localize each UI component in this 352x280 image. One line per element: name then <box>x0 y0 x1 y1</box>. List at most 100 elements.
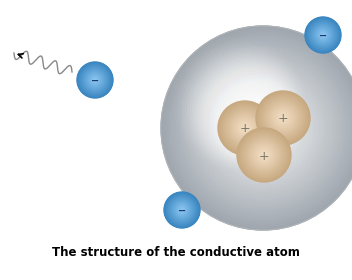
Circle shape <box>174 39 352 217</box>
Circle shape <box>279 115 287 121</box>
Circle shape <box>190 55 336 201</box>
Circle shape <box>227 110 263 146</box>
Circle shape <box>237 120 253 136</box>
Circle shape <box>321 33 325 37</box>
Circle shape <box>219 102 271 154</box>
Circle shape <box>277 112 289 124</box>
Circle shape <box>88 73 102 87</box>
Circle shape <box>312 24 334 46</box>
Circle shape <box>310 22 335 48</box>
Circle shape <box>195 60 331 195</box>
Circle shape <box>78 63 112 97</box>
Circle shape <box>282 117 284 119</box>
Text: +: + <box>278 113 288 125</box>
Circle shape <box>237 128 291 182</box>
Circle shape <box>248 139 280 171</box>
Circle shape <box>79 64 111 96</box>
Circle shape <box>188 53 298 164</box>
Circle shape <box>240 123 250 133</box>
Circle shape <box>243 126 247 130</box>
Circle shape <box>85 70 105 90</box>
Circle shape <box>263 99 303 137</box>
Circle shape <box>315 27 331 43</box>
Circle shape <box>171 199 193 221</box>
Circle shape <box>164 192 200 228</box>
Circle shape <box>246 137 282 172</box>
Circle shape <box>320 32 326 38</box>
Circle shape <box>220 103 270 153</box>
Circle shape <box>224 88 302 167</box>
Circle shape <box>257 148 271 162</box>
Circle shape <box>275 110 291 126</box>
Circle shape <box>175 203 189 217</box>
Circle shape <box>251 116 269 134</box>
Circle shape <box>197 62 329 194</box>
Circle shape <box>229 94 279 144</box>
Circle shape <box>227 92 299 164</box>
Circle shape <box>274 109 293 127</box>
Circle shape <box>256 91 310 145</box>
Circle shape <box>270 105 296 131</box>
Circle shape <box>181 209 183 211</box>
Circle shape <box>229 112 261 144</box>
Circle shape <box>261 152 267 158</box>
Circle shape <box>225 90 301 166</box>
Circle shape <box>191 57 334 199</box>
Circle shape <box>165 193 199 227</box>
Circle shape <box>313 25 333 45</box>
Circle shape <box>271 106 295 129</box>
Circle shape <box>176 204 188 216</box>
Circle shape <box>240 105 286 151</box>
Circle shape <box>166 194 197 226</box>
Text: −: − <box>178 206 186 216</box>
Circle shape <box>253 118 268 133</box>
Circle shape <box>219 102 271 154</box>
Text: The structure of the conductive atom: The structure of the conductive atom <box>52 246 300 258</box>
Circle shape <box>247 138 281 172</box>
Circle shape <box>243 134 285 176</box>
Circle shape <box>185 50 341 206</box>
Circle shape <box>260 95 306 141</box>
Circle shape <box>82 67 108 93</box>
Circle shape <box>170 198 194 222</box>
Circle shape <box>220 85 306 171</box>
Circle shape <box>263 154 265 156</box>
Circle shape <box>234 99 277 142</box>
Circle shape <box>172 200 191 220</box>
Circle shape <box>215 80 312 176</box>
Circle shape <box>244 109 282 147</box>
Circle shape <box>309 21 337 49</box>
Circle shape <box>319 31 327 39</box>
Circle shape <box>236 119 254 137</box>
Circle shape <box>260 125 265 130</box>
Circle shape <box>309 21 338 49</box>
Circle shape <box>273 108 293 128</box>
Circle shape <box>308 20 338 50</box>
Circle shape <box>87 72 103 88</box>
Text: −: − <box>91 76 99 86</box>
Circle shape <box>180 208 184 212</box>
Circle shape <box>263 154 265 156</box>
Circle shape <box>268 103 298 133</box>
Circle shape <box>230 95 296 161</box>
Circle shape <box>235 118 255 138</box>
Circle shape <box>245 110 281 146</box>
Circle shape <box>251 142 277 168</box>
Circle shape <box>227 92 280 145</box>
Circle shape <box>252 144 276 167</box>
Circle shape <box>258 123 268 133</box>
Circle shape <box>93 78 98 82</box>
Circle shape <box>164 29 352 227</box>
Circle shape <box>257 122 269 134</box>
Circle shape <box>169 34 352 222</box>
Circle shape <box>193 58 296 161</box>
Circle shape <box>316 28 330 42</box>
Circle shape <box>305 17 341 53</box>
Circle shape <box>178 206 186 214</box>
Circle shape <box>259 150 269 160</box>
Circle shape <box>257 92 309 144</box>
Circle shape <box>232 115 258 141</box>
Circle shape <box>179 207 185 213</box>
Circle shape <box>202 67 324 189</box>
Circle shape <box>215 80 286 151</box>
